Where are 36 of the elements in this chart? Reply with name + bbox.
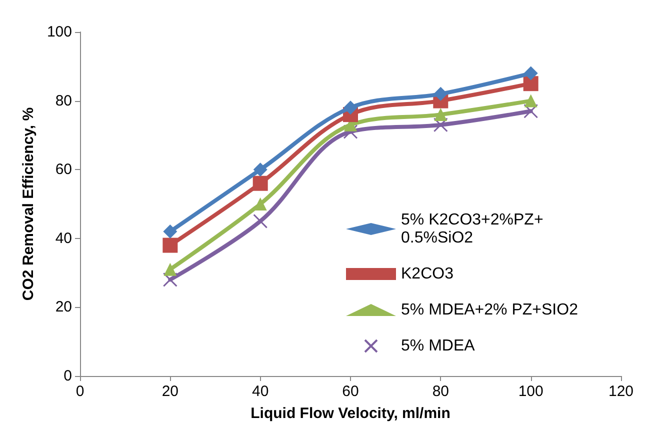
legend-label: K2CO3 [401,266,454,282]
point [254,198,267,210]
point [164,262,177,276]
x-tick-label: 80 [432,383,450,400]
x-tick-label: 40 [252,383,269,400]
y-tick-label: 20 [55,298,72,316]
point [433,118,448,132]
point [524,94,538,108]
point [434,108,448,122]
point [434,86,448,101]
legend-label: 5% MDEA [401,338,476,354]
x-axis-title: Liquid Flow Velocity, ml/min [250,405,450,422]
y-tick-label: 80 [55,92,72,110]
point [163,224,178,239]
point [162,238,178,253]
legend-label: 5% K2CO3+2%PZ+ 0.5%SiO2 [401,212,548,246]
x-tick-label: 20 [162,383,179,400]
y-tick-label: 0 [64,368,72,384]
point [524,104,538,118]
point [343,124,358,140]
x-tick-label: 0 [76,383,84,400]
point [252,176,268,191]
legend-label: 5% MDEA+2% PZ+SIO2 [401,302,578,318]
point [162,272,178,287]
point [523,76,538,92]
point [524,66,538,80]
x-tick-label: 120 [608,383,634,400]
y-tick-label: 40 [55,230,72,247]
point [253,214,268,228]
y-tick-label: 60 [55,161,72,178]
y-axis-title: CO2 Removal Efficiency, % [20,107,38,301]
x-tick-label: 100 [518,383,544,400]
y-tick-label: 100 [46,24,72,40]
x-tick-label: 60 [342,383,359,400]
point [344,100,358,115]
point [253,162,268,177]
